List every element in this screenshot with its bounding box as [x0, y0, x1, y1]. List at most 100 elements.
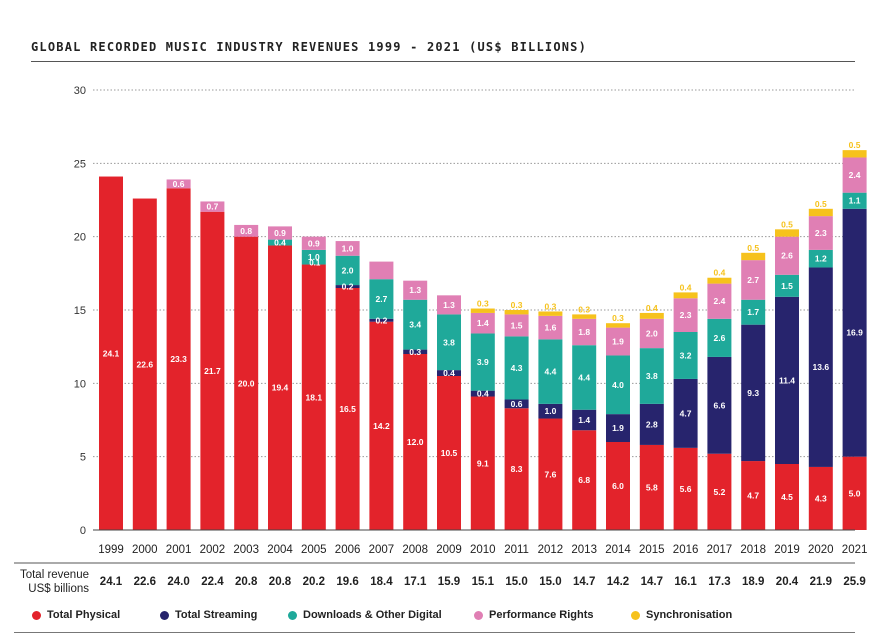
- bar-segment-performance-rights-2003: [234, 224, 259, 237]
- bar-segment-total-physical-2010: [470, 396, 495, 530]
- bar-segment-synchronisation-2017: [707, 277, 732, 284]
- bar-segment-synchronisation-2013: [572, 314, 597, 319]
- data-label: 4.3: [815, 493, 827, 503]
- data-label: 12.0: [407, 437, 424, 447]
- stacked-bar-chart: 24.122.623.30.621.70.720.00.819.40.40.91…: [14, 85, 867, 595]
- data-label: 5.6: [680, 484, 692, 494]
- x-tick-label: 2010: [470, 544, 496, 556]
- data-label: 1.0: [544, 406, 556, 416]
- bar-segment-total-physical-2006: [335, 288, 360, 530]
- y-tick-label: 10: [74, 378, 86, 390]
- bar-segment-total-physical-2015: [639, 444, 664, 530]
- total-value: 20.8: [269, 576, 292, 588]
- legend-swatch: [32, 610, 41, 620]
- total-value: 20.4: [776, 576, 799, 588]
- bar-segment-performance-rights-2016: [673, 298, 698, 332]
- data-label: 0.4: [274, 238, 286, 248]
- legend-label: Downloads & Other Digital: [303, 609, 442, 621]
- data-label: 3.8: [443, 337, 455, 347]
- total-value: 14.2: [607, 576, 629, 588]
- bar-segment-total-physical-2004: [268, 245, 292, 530]
- total-value: 18.4: [370, 576, 393, 588]
- data-label: 0.6: [511, 399, 523, 409]
- bar-segment-total-physical-2017: [707, 453, 732, 530]
- total-value: 18.9: [742, 576, 764, 588]
- data-label: 1.0: [342, 243, 354, 253]
- total-value: 20.2: [303, 576, 325, 588]
- data-label: 1.0: [308, 252, 320, 262]
- legend-swatch: [160, 610, 169, 620]
- x-tick-label: 2008: [402, 544, 428, 556]
- data-label: 8.3: [511, 464, 523, 474]
- legend-item: Total Physical: [32, 609, 120, 621]
- data-label: 4.3: [511, 363, 523, 373]
- data-label: 0.3: [409, 347, 421, 357]
- data-label: 1.7: [747, 307, 759, 317]
- bar-segment-downloads-other-digital-2016: [673, 332, 698, 379]
- bar-segment-total-physical-2012: [538, 418, 563, 530]
- legend: Total Physical Total Streaming Downloads &…: [0, 609, 886, 633]
- bar-segment-total-streaming-2020: [808, 267, 833, 467]
- bar-segment-total-streaming-2016: [673, 378, 698, 448]
- y-tick-label: 15: [74, 305, 86, 317]
- bar-segment-total-streaming-2021: [842, 208, 867, 457]
- data-label: 2.6: [781, 251, 793, 261]
- bar-segment-downloads-other-digital-2011: [504, 336, 529, 400]
- data-label: 9.3: [747, 388, 759, 398]
- total-value: 25.9: [843, 576, 865, 588]
- bar-segment-total-streaming-2013: [572, 409, 597, 431]
- data-label: 1.6: [544, 323, 556, 333]
- data-label: 0.5: [815, 199, 827, 209]
- bar-segment-downloads-other-digital-2010: [470, 333, 495, 391]
- y-tick-label: 30: [74, 85, 86, 97]
- data-label: 0.9: [308, 238, 320, 248]
- data-label: 0.5: [747, 243, 759, 253]
- data-label: 3.9: [477, 357, 489, 367]
- data-label: 0.4: [443, 368, 455, 378]
- bar-segment-performance-rights-2013: [572, 318, 597, 346]
- total-value: 20.8: [235, 576, 258, 588]
- data-label: 1.9: [612, 423, 624, 433]
- data-label: 4.0: [612, 380, 624, 390]
- data-label: 2.3: [815, 228, 827, 238]
- total-value: 16.1: [674, 576, 697, 588]
- bar-segment-total-streaming-2014: [606, 414, 630, 442]
- data-label: 0.4: [713, 268, 725, 278]
- data-label: 4.5: [781, 492, 793, 502]
- x-tick-label: 2004: [267, 544, 293, 556]
- data-label: 2.8: [646, 419, 658, 429]
- data-label: 16.5: [339, 404, 356, 414]
- bars: [99, 150, 867, 531]
- x-tick-label: 2006: [335, 544, 361, 556]
- x-tick-label: 2009: [436, 544, 462, 556]
- bar-segment-downloads-other-digital-2005: [301, 249, 326, 265]
- bar-segment-downloads-other-digital-2009: [437, 314, 461, 371]
- data-label: 0.3: [544, 301, 556, 311]
- data-label: 4.7: [680, 408, 692, 418]
- x-tick-label: 2013: [571, 544, 597, 556]
- bar-segment-performance-rights-2007: [369, 261, 394, 280]
- data-label: 2.6: [713, 333, 725, 343]
- data-label: 2.0: [342, 265, 354, 275]
- total-value: 22.4: [201, 576, 224, 588]
- total-value: 15.0: [505, 576, 527, 588]
- bar-segment-downloads-other-digital-2018: [741, 299, 766, 325]
- x-tick-label: 2019: [774, 544, 800, 556]
- bar-segment-performance-rights-2014: [606, 327, 630, 356]
- bar-segment-downloads-other-digital-2019: [775, 274, 799, 297]
- data-label: 1.3: [409, 285, 421, 295]
- data-label: 0.2: [375, 315, 387, 325]
- bar-segment-synchronisation-2012: [538, 311, 563, 316]
- bar-segment-synchronisation-2019: [775, 229, 799, 237]
- data-label: 14.2: [373, 421, 390, 431]
- total-value: 14.7: [641, 576, 663, 588]
- x-tick-label: 2015: [639, 544, 665, 556]
- bar-segment-total-physical-2007: [369, 321, 394, 530]
- bar-segment-performance-rights-2002: [200, 201, 225, 212]
- data-label: 0.4: [477, 389, 489, 399]
- x-tick-label: 2018: [740, 544, 766, 556]
- bar-segment-performance-rights-2001: [166, 179, 191, 189]
- data-label: 20.0: [238, 378, 255, 388]
- bar-segment-total-streaming-2009: [437, 370, 461, 376]
- data-label-extra: 0.1: [309, 259, 321, 268]
